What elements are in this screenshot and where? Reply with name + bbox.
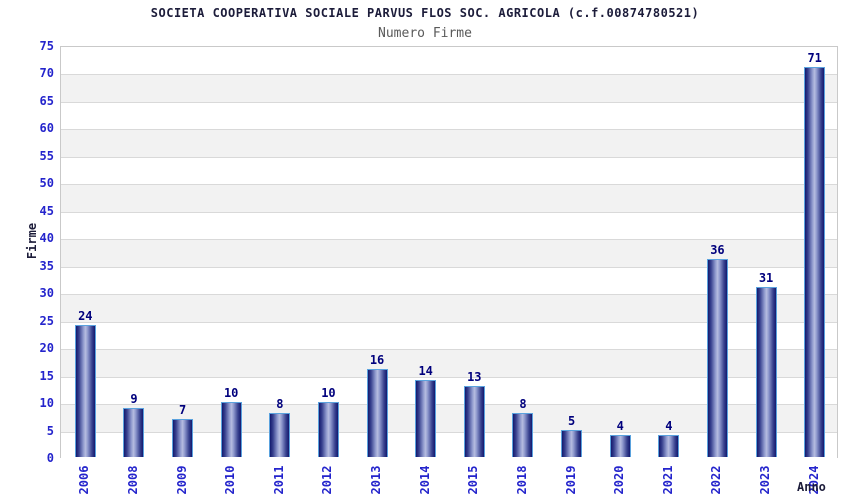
background-band [61,74,837,102]
bar-value-label: 10 [223,386,239,401]
x-tick-label: 2010 [223,465,238,495]
bar-2023 [755,286,777,457]
x-tick-label: 2008 [125,465,140,495]
bar-value-label: 8 [519,397,527,412]
bar-2008 [123,407,145,457]
y-tick-label: 60 [39,121,54,136]
bar-2021 [658,435,680,457]
gridline [61,404,837,406]
y-tick-label: 5 [46,423,54,438]
gridline [61,266,837,268]
gridline [61,211,837,213]
gridline [61,129,837,131]
x-tick-label: 2014 [417,465,432,495]
bar-value-label: 9 [130,391,138,406]
y-tick-label: 25 [39,313,54,328]
background-band [61,47,837,75]
background-band [61,101,837,130]
bar-value-label: 7 [178,402,187,417]
gridline [61,101,837,103]
gridline [61,294,837,296]
chart-subtitle: Numero Firme [378,26,472,41]
y-tick-label: 70 [39,66,54,81]
bar-value-label: 4 [665,419,673,434]
bar-2010 [220,402,242,457]
background-band [61,184,837,212]
bar-2013 [366,369,388,457]
y-tick-label: 50 [39,176,54,191]
bar-value-label: 36 [710,243,725,258]
x-tick-label: 2022 [709,465,724,495]
y-tick-label: 20 [39,341,54,356]
background-band [61,156,837,185]
y-tick-label: 15 [39,368,54,383]
bar-value-label: 8 [276,397,284,412]
gridline [61,431,837,433]
bar-value-label: 5 [567,413,576,428]
bar-value-label: 10 [321,386,336,401]
x-axis-title: Anno [797,480,826,494]
bar-2012 [317,402,339,457]
y-tick-label: 40 [39,231,54,246]
bar-value-label: 31 [758,270,774,285]
bar-2019 [561,429,583,457]
x-tick-label: 2015 [466,465,481,495]
background-band [61,211,837,240]
bar-2020 [609,435,631,457]
x-tick-label: 2023 [758,465,773,495]
x-tick-label: 2021 [660,465,675,495]
bar-value-label: 24 [78,309,93,324]
y-tick-label: 10 [39,396,54,411]
chart-title: SOCIETA COOPERATIVA SOCIALE PARVUS FLOS … [150,6,700,20]
bar-2018 [512,413,534,457]
bar-2009 [172,418,194,457]
x-tick-label: 2009 [174,465,189,495]
background-band [61,129,837,157]
x-tick-label: 2018 [514,465,529,495]
gridline [61,184,837,186]
bar-value-label: 13 [467,369,482,384]
plot-area: 24 9 7 10 8 10 16 14 13 8 5 4 4 36 31 71 [60,46,838,459]
y-tick-label: 35 [39,258,54,273]
y-tick-label: 45 [39,203,54,218]
bar-2014 [415,380,437,457]
bar-2011 [269,413,291,457]
x-tick-label: 2019 [563,465,578,495]
gridline [61,376,837,378]
gridline [61,156,837,158]
gridline [61,74,837,76]
y-tick-label: 55 [39,148,54,163]
x-tick-label: 2020 [612,465,627,495]
x-tick-label: 2012 [320,465,335,495]
y-tick-label: 65 [39,93,54,108]
gridline [61,349,837,351]
bar-2022 [706,259,728,457]
bar-2006 [74,325,96,457]
bar-2024 [804,66,826,457]
gridline [61,239,837,241]
bar-value-label: 71 [807,50,822,65]
y-tick-label: 0 [46,451,54,465]
x-tick-label: 2006 [77,465,92,495]
x-tick-label: 2011 [271,465,286,495]
bar-value-label: 4 [616,419,624,434]
x-tick-label: 2013 [369,465,384,495]
bar-value-label: 16 [369,353,385,368]
y-axis: 0 5 10 15 20 25 30 35 40 45 50 55 60 65 70 75 [0,39,56,465]
bar-value-label: 14 [418,364,433,379]
x-axis: 2006 2008 2009 2010 2011 2012 2013 2014 2015 2018… [60,459,838,500]
gridline [61,321,837,323]
y-tick-label: 30 [39,286,54,301]
bar-2015 [463,385,485,457]
y-tick-label: 75 [39,39,54,53]
